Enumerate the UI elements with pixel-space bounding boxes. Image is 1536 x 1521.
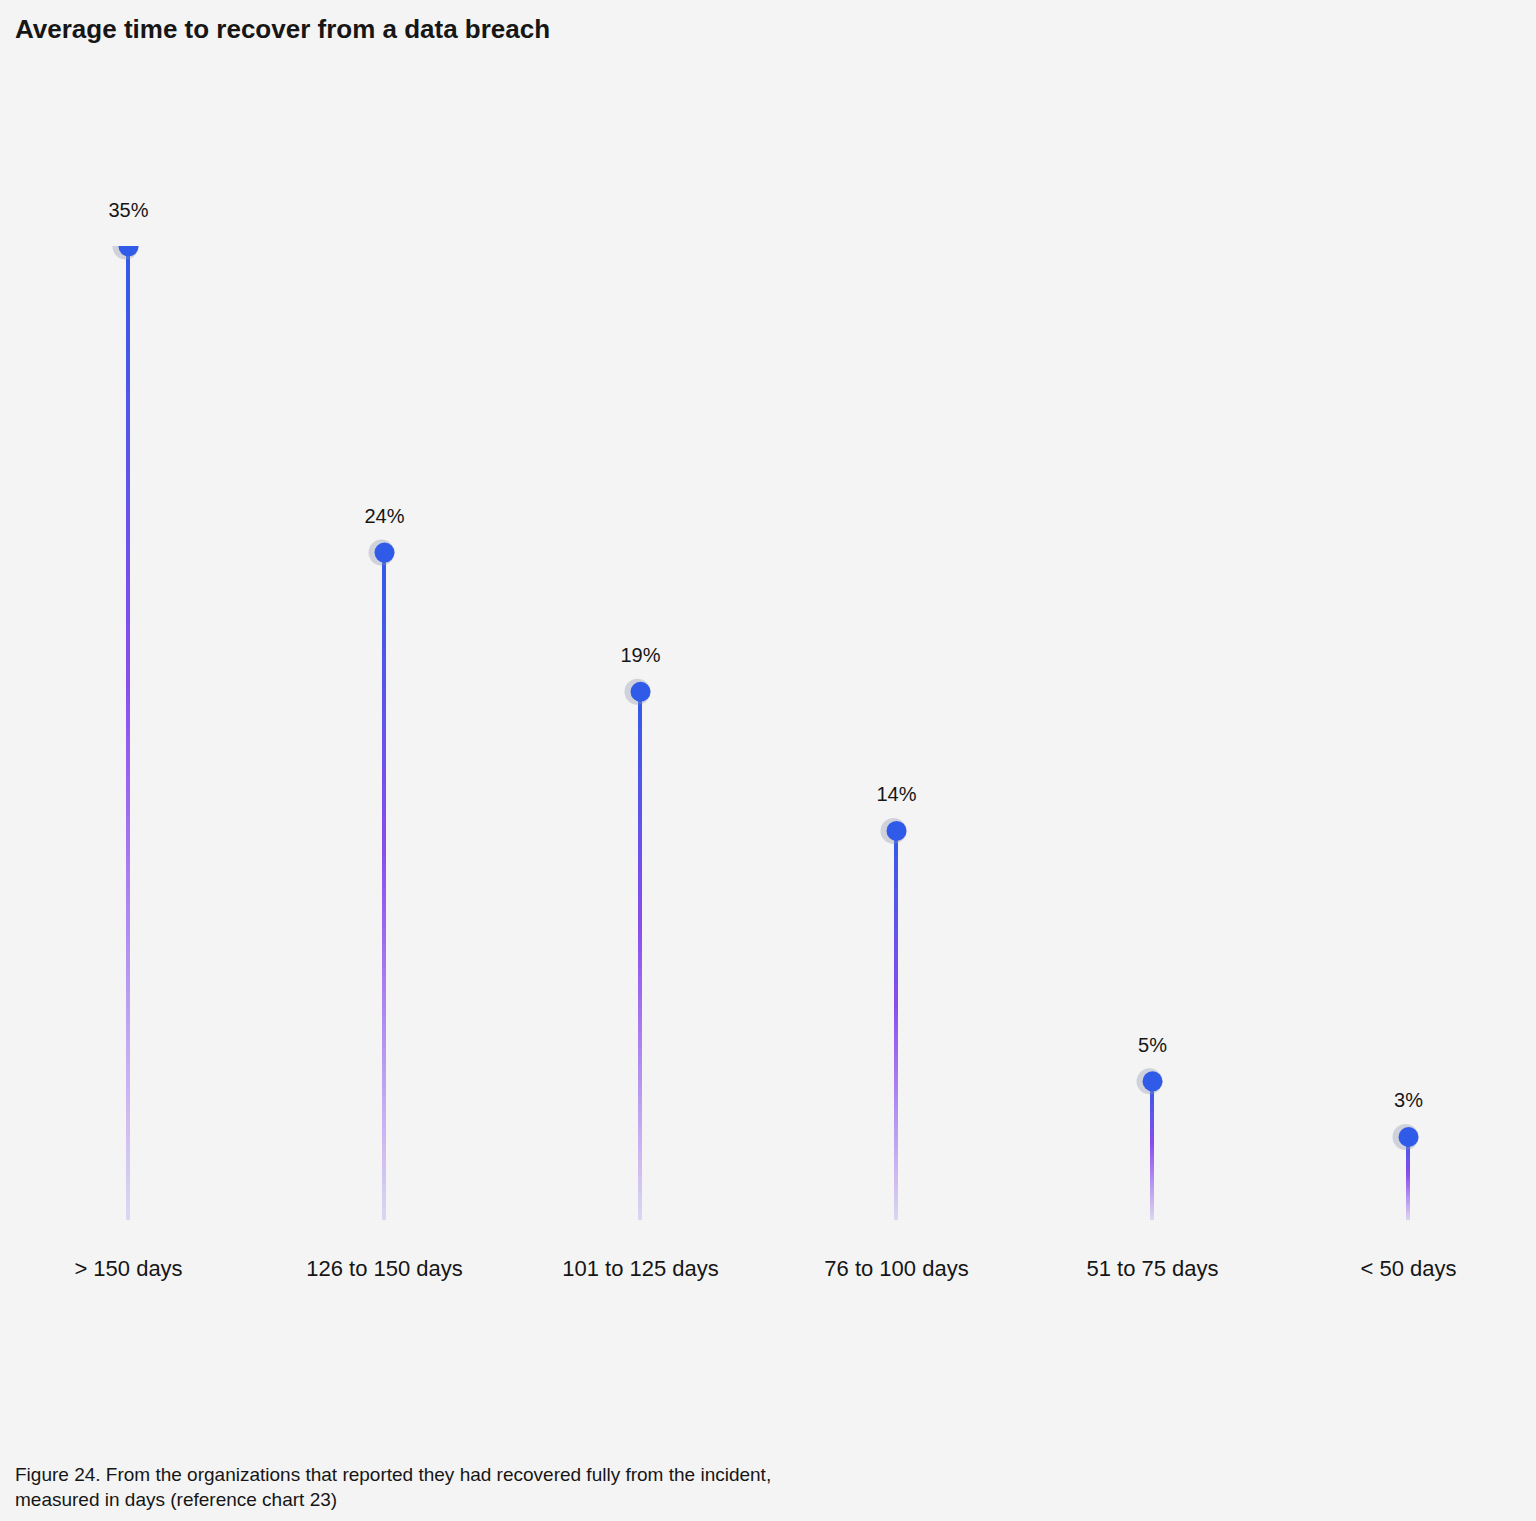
svg-text:< 50 days: < 50 days [1360, 1256, 1456, 1281]
svg-text:101 to 125 days: 101 to 125 days [562, 1256, 719, 1281]
svg-text:3%: 3% [1394, 1089, 1423, 1111]
html-text:Average time to recover from a: Average time to recover from a data brea… [15, 14, 551, 44]
svg-text:51 to 75 days: 51 to 75 days [1086, 1256, 1218, 1281]
svg-text:126 to 150 days: 126 to 150 days [306, 1256, 463, 1281]
svg-text:5%: 5% [1138, 1034, 1167, 1056]
svg-text:24%: 24% [364, 505, 404, 527]
svg-text:19%: 19% [620, 644, 660, 666]
svg-text:14%: 14% [876, 783, 916, 805]
svg-text:35%: 35% [108, 199, 148, 221]
html-text:Figure 24. From the organizati: Figure 24. From the organizations that r… [15, 1464, 772, 1510]
svg-text:76 to 100 days: 76 to 100 days [824, 1256, 968, 1281]
svg-text:> 150 days: > 150 days [74, 1256, 182, 1281]
